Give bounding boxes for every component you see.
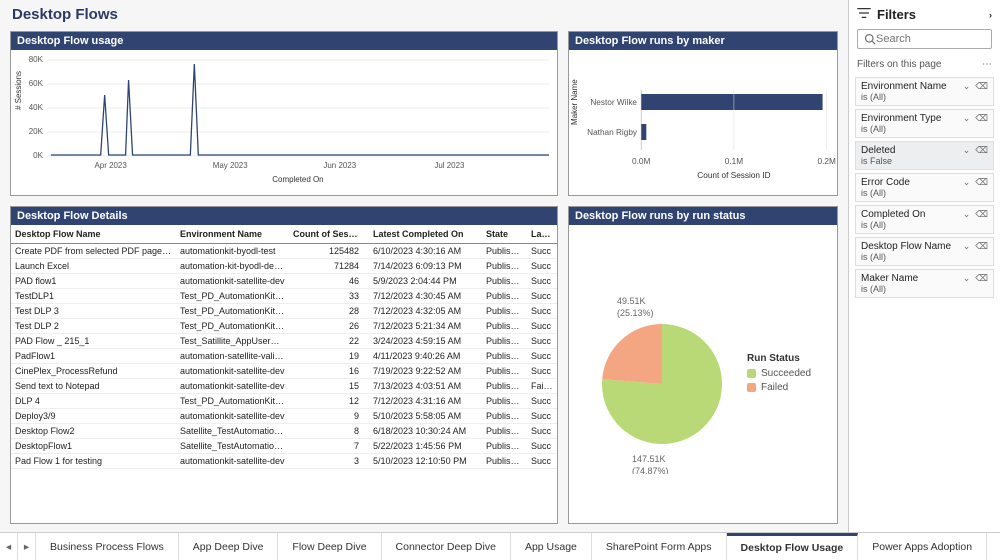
table-row[interactable]: Create PDF from selected PDF page(s) - C… xyxy=(11,244,557,259)
details-col-header[interactable]: Count of Session ID xyxy=(289,225,369,244)
search-icon xyxy=(864,33,876,45)
eraser-icon[interactable]: ⌫ xyxy=(975,81,988,92)
page-tab[interactable]: SharePoint Form Apps xyxy=(592,533,727,560)
details-table[interactable]: Desktop Flow NameEnvironment NameCount o… xyxy=(11,225,557,469)
eraser-icon[interactable]: ⌫ xyxy=(975,145,988,156)
eraser-icon[interactable]: ⌫ xyxy=(975,113,988,124)
filters-search-input[interactable] xyxy=(876,33,985,45)
filters-pane: Filters › Filters on this page ⋯ Environ… xyxy=(848,0,1000,532)
chevron-down-icon[interactable]: ⌄ xyxy=(963,177,971,188)
chart-status[interactable]: Desktop Flow runs by run status 49.51K (… xyxy=(568,206,838,524)
eraser-icon[interactable]: ⌫ xyxy=(975,209,988,220)
page-tab[interactable]: Flow Deep Dive xyxy=(278,533,381,560)
filters-title: Filters xyxy=(877,7,916,22)
table-row[interactable]: Desktop Flow2Satellite_TestAutomationKIT… xyxy=(11,424,557,439)
table-row[interactable]: CinePlex_ProcessRefundautomationkit-sate… xyxy=(11,364,557,379)
table-row[interactable]: Pad Flow 1 for testingautomationkit-sate… xyxy=(11,454,557,469)
svg-text:60K: 60K xyxy=(29,79,44,88)
chevron-down-icon[interactable]: ⌄ xyxy=(963,145,971,156)
svg-text:Completed On: Completed On xyxy=(272,175,323,184)
chevron-down-icon[interactable]: ⌄ xyxy=(963,113,971,124)
chart-usage[interactable]: Desktop Flow usage 80K 60K 40K 20K 0K xyxy=(10,31,558,196)
page-tabs: ◂ ▸ Business Process FlowsApp Deep DiveF… xyxy=(0,532,1000,560)
table-row[interactable]: DesktopFlow1Satellite_TestAutomationKIT7… xyxy=(11,439,557,454)
svg-text:(74.87%): (74.87%) xyxy=(632,466,669,474)
pie-label-failed-value: 49.51K xyxy=(617,296,646,306)
svg-text:0.0M: 0.0M xyxy=(632,157,651,166)
page-tab[interactable]: App Usage xyxy=(511,533,592,560)
table-row[interactable]: PAD Flow _ 215_1Test_Satillite_AppUserCr… xyxy=(11,334,557,349)
table-row[interactable]: Deploy3/9automationkit-satellite-dev95/1… xyxy=(11,409,557,424)
status-legend: Run Status Succeeded Failed xyxy=(747,353,811,396)
table-row[interactable]: Test DLP 2Test_PD_AutomationKit_Satelite… xyxy=(11,319,557,334)
page-tab[interactable]: Business Process Flows xyxy=(36,533,179,560)
svg-text:0.1M: 0.1M xyxy=(725,157,744,166)
details-col-header[interactable]: Latest Completed On xyxy=(369,225,482,244)
chart-usage-title: Desktop Flow usage xyxy=(11,32,557,50)
filters-icon xyxy=(857,6,871,23)
details-table-card[interactable]: Desktop Flow Details Desktop Flow NameEn… xyxy=(10,206,558,524)
table-row[interactable]: DLP 4Test_PD_AutomationKit_Satelite127/1… xyxy=(11,394,557,409)
svg-text:Maker Name: Maker Name xyxy=(570,79,579,125)
svg-text:0K: 0K xyxy=(33,151,43,160)
svg-text:Count of Session ID: Count of Session ID xyxy=(697,171,770,180)
page-tab[interactable]: Connector Deep Dive xyxy=(382,533,511,560)
details-col-header[interactable]: Desktop Flow Name xyxy=(11,225,176,244)
maker-bar-svg: Maker Name Nestor Wilke Nathan Rigby xyxy=(569,50,837,195)
collapse-filters-icon[interactable]: › xyxy=(989,10,992,20)
filter-card[interactable]: Environment Type ⌄ ⌫ is (All) xyxy=(855,109,994,138)
svg-text:(25.13%): (25.13%) xyxy=(617,308,654,318)
table-row[interactable]: PadFlow1automation-satellite-validation1… xyxy=(11,349,557,364)
status-pie-svg: 49.51K (25.13%) 147.51K (74.87%) xyxy=(577,274,737,474)
table-row[interactable]: Test DLP 3Test_PD_AutomationKit_Satelite… xyxy=(11,304,557,319)
page-tab[interactable]: App Deep Dive xyxy=(179,533,279,560)
svg-text:Nestor Wilke: Nestor Wilke xyxy=(590,98,637,107)
svg-text:40K: 40K xyxy=(29,103,44,112)
more-icon[interactable]: ⋯ xyxy=(982,59,992,70)
page-tab[interactable]: Power Apps Adoption xyxy=(858,533,987,560)
details-col-header[interactable]: Environment Name xyxy=(176,225,289,244)
chart-maker-title: Desktop Flow runs by maker xyxy=(569,32,837,50)
svg-text:May 2023: May 2023 xyxy=(213,161,248,170)
usage-line-svg: 80K 60K 40K 20K 0K xyxy=(11,50,557,195)
page-tab[interactable]: Desktop Flow Usage xyxy=(727,533,859,560)
tabs-next-icon[interactable]: ▸ xyxy=(18,533,36,560)
chevron-down-icon[interactable]: ⌄ xyxy=(963,241,971,252)
eraser-icon[interactable]: ⌫ xyxy=(975,273,988,284)
tabs-prev-icon[interactable]: ◂ xyxy=(0,533,18,560)
filter-card[interactable]: Maker Name ⌄ ⌫ is (All) xyxy=(855,269,994,298)
svg-text:# Sessions: # Sessions xyxy=(14,71,23,110)
details-title: Desktop Flow Details xyxy=(11,207,557,225)
chevron-down-icon[interactable]: ⌄ xyxy=(963,81,971,92)
details-col-header[interactable]: State xyxy=(482,225,527,244)
table-row[interactable]: Send text to Notepadautomationkit-satell… xyxy=(11,379,557,394)
filter-card[interactable]: Desktop Flow Name ⌄ ⌫ is (All) xyxy=(855,237,994,266)
filter-card[interactable]: Completed On ⌄ ⌫ is (All) xyxy=(855,205,994,234)
svg-text:Nathan Rigby: Nathan Rigby xyxy=(587,128,638,137)
page-title: Desktop Flows xyxy=(6,4,842,27)
svg-text:0.2M: 0.2M xyxy=(818,157,837,166)
filter-card[interactable]: Error Code ⌄ ⌫ is (All) xyxy=(855,173,994,202)
table-row[interactable]: PAD flow1automationkit-satellite-dev465/… xyxy=(11,274,557,289)
page-tab[interactable]: Power xyxy=(987,533,1000,560)
filter-card[interactable]: Deleted ⌄ ⌫ is False xyxy=(855,141,994,170)
pie-label-succ-value: 147.51K xyxy=(632,454,666,464)
svg-text:Apr 2023: Apr 2023 xyxy=(94,161,127,170)
svg-text:20K: 20K xyxy=(29,127,44,136)
filters-search[interactable] xyxy=(857,29,992,49)
filter-card[interactable]: Environment Name ⌄ ⌫ is (All) xyxy=(855,77,994,106)
eraser-icon[interactable]: ⌫ xyxy=(975,177,988,188)
report-canvas: Desktop Flows Desktop Flow usage 80K 60K… xyxy=(0,0,848,532)
table-row[interactable]: Launch Excelautomation-kit-byodl-demo712… xyxy=(11,259,557,274)
svg-text:Jun 2023: Jun 2023 xyxy=(323,161,356,170)
svg-text:80K: 80K xyxy=(29,55,44,64)
chevron-down-icon[interactable]: ⌄ xyxy=(963,273,971,284)
details-col-header[interactable]: Last R xyxy=(527,225,557,244)
chevron-down-icon[interactable]: ⌄ xyxy=(963,209,971,220)
chart-status-title: Desktop Flow runs by run status xyxy=(569,207,837,225)
svg-text:Jul 2023: Jul 2023 xyxy=(434,161,465,170)
table-row[interactable]: TestDLP1Test_PD_AutomationKit_Satelite33… xyxy=(11,289,557,304)
eraser-icon[interactable]: ⌫ xyxy=(975,241,988,252)
chart-maker[interactable]: Desktop Flow runs by maker Maker Name Ne… xyxy=(568,31,838,196)
